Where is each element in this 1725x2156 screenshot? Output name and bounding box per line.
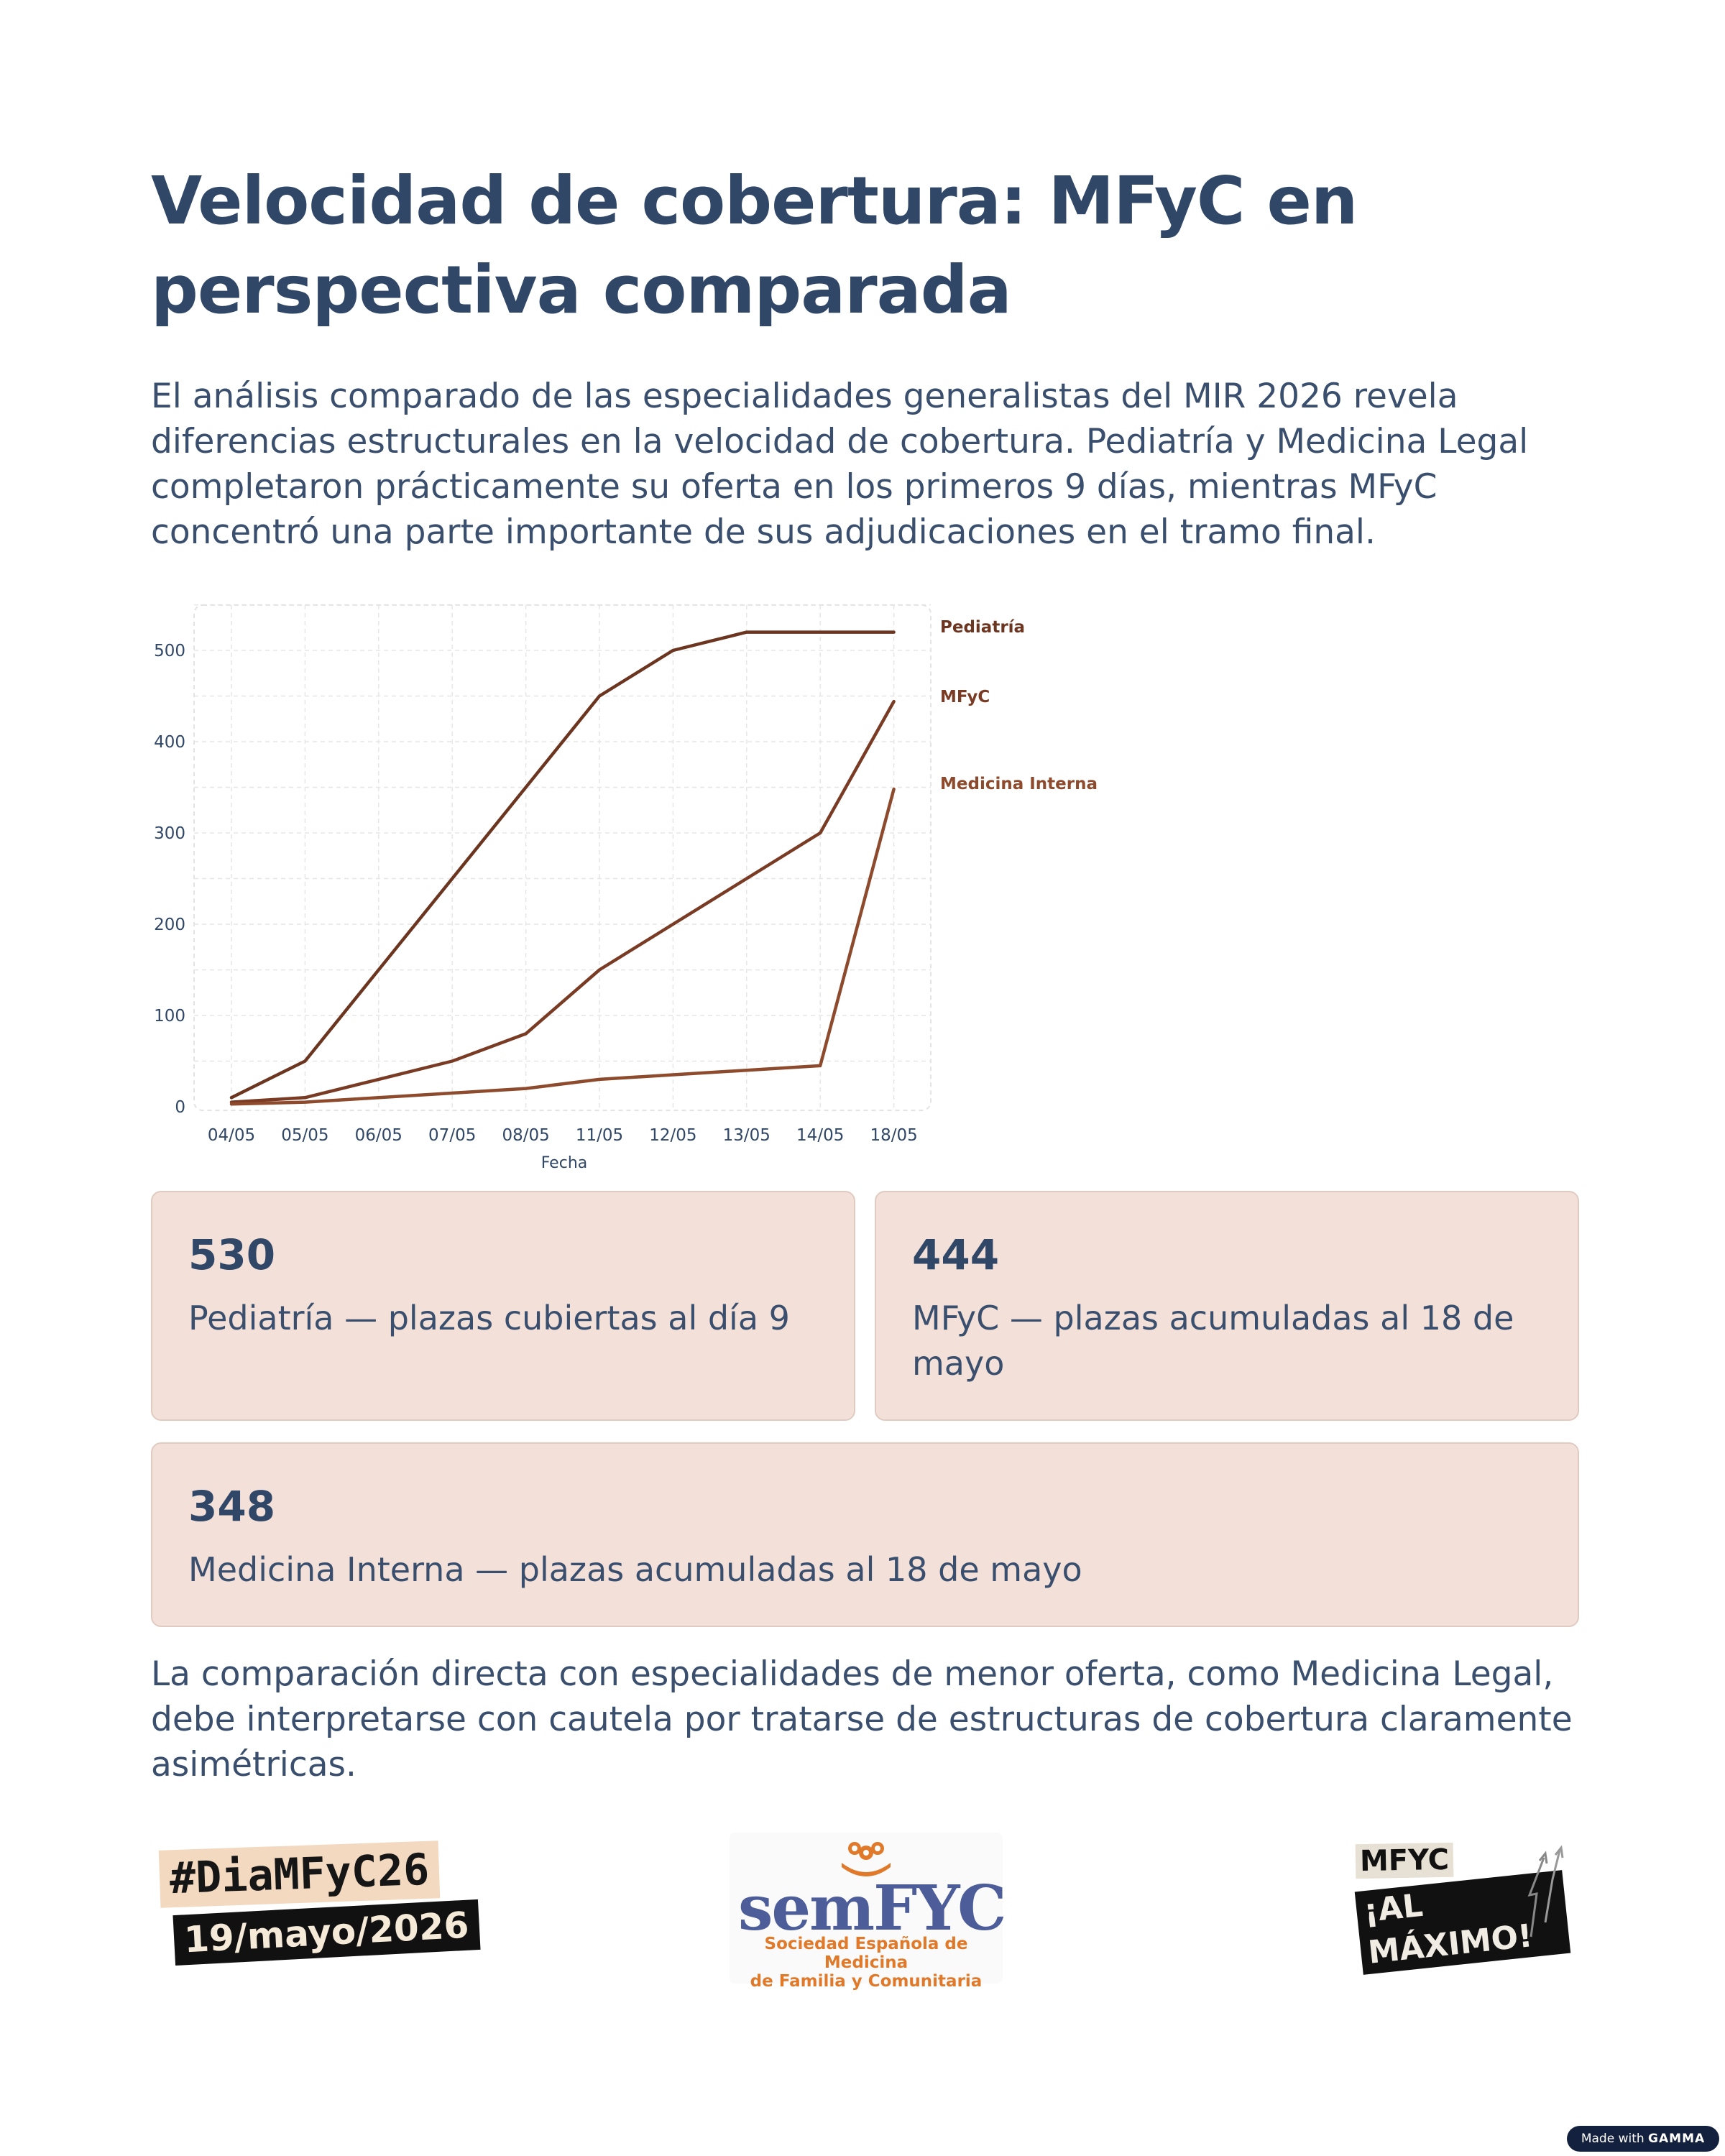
made-with-gamma-badge[interactable]: Made with GAMMA xyxy=(1567,2126,1719,2152)
badge-brand: GAMMA xyxy=(1648,2132,1706,2146)
stat-card-pediatria: 530 Pediatría — plazas cubiertas al día … xyxy=(151,1191,855,1421)
chart-series xyxy=(229,630,896,1106)
x-tick-label: 13/05 xyxy=(723,1126,770,1145)
legend-label: Pediatría xyxy=(940,618,1025,637)
semfyc-subtitle-line2: de Familia y Comunitaria xyxy=(750,1972,983,1991)
x-tick-label: 14/05 xyxy=(796,1126,844,1145)
y-tick-label: 0 xyxy=(175,1098,185,1117)
diamfyc-logo: #DiaMFyC26 19/mayo/2026 xyxy=(158,1841,481,1968)
arrows-icon xyxy=(1527,1845,1564,1938)
semfyc-logo: semFYC Sociedad Española de Medicina de … xyxy=(730,1833,1007,1991)
y-tick-label: 300 xyxy=(154,824,185,843)
logo-hashtag: #DiaMFyC26 xyxy=(158,1841,441,1908)
stat-card-medicina-interna: 348 Medicina Interna — plazas acumuladas… xyxy=(151,1442,1579,1627)
x-tick-label: 08/05 xyxy=(502,1126,549,1145)
x-tick-label: 05/05 xyxy=(281,1126,328,1145)
semfyc-subtitle-line1: Sociedad Española de Medicina xyxy=(764,1935,968,1972)
x-tick-label: 11/05 xyxy=(576,1126,623,1145)
series-line-1 xyxy=(229,630,896,1100)
legend-label: Medicina Interna xyxy=(940,775,1098,793)
semfyc-emblem-icon xyxy=(842,1842,891,1876)
x-axis: 04/05 05/05 06/05 07/05 08/05 11/05 12/05 13/05… xyxy=(208,1126,918,1145)
x-axis-title: Fecha xyxy=(541,1154,588,1172)
legend-label: MFyC xyxy=(940,688,990,706)
stat-value: 348 xyxy=(188,1482,276,1531)
chart-grid xyxy=(193,604,932,1111)
x-tick-label: 07/05 xyxy=(428,1126,476,1145)
plot-frame xyxy=(193,604,932,1111)
y-tick-label: 200 xyxy=(154,916,185,934)
stat-value: 444 xyxy=(912,1230,1000,1279)
y-tick-label: 100 xyxy=(154,1007,185,1026)
semfyc-subtitle: Sociedad Española de Medicina de Familia… xyxy=(730,1935,1003,1991)
logo-mfyc-text: MFYC xyxy=(1355,1842,1454,1879)
stat-card-mfyc: 444 MFyC — plazas acumuladas al 18 de ma… xyxy=(875,1191,1579,1421)
y-tick-label: 500 xyxy=(154,642,185,660)
stat-label: Pediatría — plazas cubiertas al día 9 xyxy=(188,1299,790,1337)
x-tick-label: 04/05 xyxy=(208,1126,255,1145)
y-axis: 0 100 200 300 400 500 xyxy=(154,642,185,1117)
stat-label: MFyC — plazas acumuladas al 18 de mayo xyxy=(912,1299,1514,1383)
series-line-3 xyxy=(229,787,896,1106)
page-title: Velocidad de cobertura: MFyC en perspect… xyxy=(151,162,1358,328)
logo-date: 19/mayo/2026 xyxy=(172,1899,481,1966)
series-line-2 xyxy=(229,699,896,1104)
chart-legend: Pediatría MFyC Medicina Interna xyxy=(940,618,1098,793)
semfyc-wordmark: semFYC xyxy=(738,1872,1007,1945)
y-tick-label: 400 xyxy=(154,733,185,752)
intro-paragraph: El análisis comparado de las especialida… xyxy=(151,377,1529,552)
x-tick-label: 12/05 xyxy=(649,1126,696,1145)
closing-paragraph: La comparación directa con especialidade… xyxy=(151,1654,1573,1784)
x-tick-label: 06/05 xyxy=(355,1126,402,1145)
mfyc-al-maximo-logo: MFYC ¡AL MÁXIMO! xyxy=(1351,1842,1571,1975)
stat-label: Medicina Interna — plazas acumuladas al … xyxy=(188,1550,1082,1589)
badge-prefix: Made with xyxy=(1581,2132,1644,2146)
stat-value: 530 xyxy=(188,1230,276,1279)
line-chart: 0 100 200 300 400 500 04/05 05/05 06/05 07/05 08/… xyxy=(154,604,1098,1172)
x-tick-label: 18/05 xyxy=(870,1126,917,1145)
